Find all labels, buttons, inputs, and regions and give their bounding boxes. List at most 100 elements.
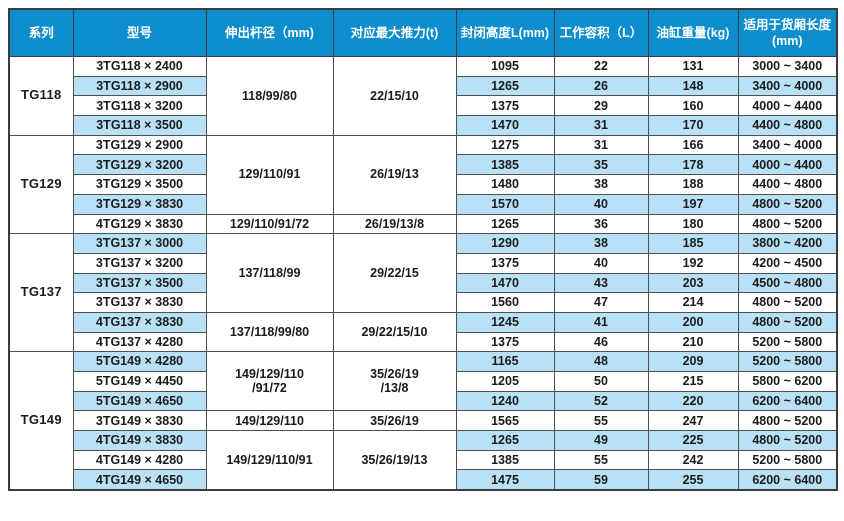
cylinder-weight-cell: 225 bbox=[647, 430, 739, 451]
model-cell: 3TG137 × 3000 bbox=[72, 233, 207, 254]
working-volume-cell: 40 bbox=[553, 252, 649, 274]
cylinder-weight-cell: 215 bbox=[647, 371, 739, 392]
rod-diameter-cell: 129/110/91/72 bbox=[205, 213, 334, 235]
closed-height-cell: 1265 bbox=[455, 75, 555, 97]
cargo-length-cell: 4200 ~ 4500 bbox=[737, 252, 838, 274]
table-row: 3TG149 × 3830 149/129/110 35/26/19 1565 55 24… bbox=[9, 410, 838, 432]
closed-height-cell: 1205 bbox=[455, 371, 555, 392]
table-row: 4TG137 × 4280 1375 46 210 5200 ~ 5800 bbox=[9, 331, 838, 353]
column-header-weight: 油缸重量(kg) bbox=[647, 8, 739, 57]
working-volume-cell: 50 bbox=[553, 371, 649, 392]
table-row: 3TG118 × 2900 1265 26 148 3400 ~ 4000 bbox=[9, 75, 838, 97]
cylinder-weight-cell: 170 bbox=[647, 115, 739, 136]
working-volume-cell: 52 bbox=[553, 390, 649, 412]
table-row: TG129 3TG129 × 2900 129/110/91 26/19/13 1275… bbox=[8, 134, 838, 235]
rod-diameter-cell: 149/129/110 bbox=[205, 410, 334, 432]
table-row: 3TG137 × 3200 1375 40 192 4200 ~ 4500 bbox=[9, 252, 838, 274]
table-row: 5TG149 × 4450 1205 50 215 5800 ~ 6200 bbox=[9, 371, 838, 392]
model-cell: 4TG149 × 4280 bbox=[72, 449, 207, 471]
working-volume-cell: 41 bbox=[553, 311, 649, 333]
max-thrust-cell: 35/26/19 bbox=[332, 410, 457, 432]
working-volume-cell: 43 bbox=[553, 272, 649, 294]
cylinder-weight-cell: 210 bbox=[647, 331, 739, 353]
closed-height-cell: 1265 bbox=[455, 213, 555, 235]
closed-height-cell: 1565 bbox=[455, 410, 555, 432]
cargo-length-cell: 3400 ~ 4000 bbox=[737, 134, 838, 156]
table-row: 3TG129 × 3830 1570 40 197 4800 ~ 5200 bbox=[9, 193, 838, 215]
spec-table: 系列 型号 伸出杆径（mm) 对应最大推力(t) 封闭高度L(mm) 工作容积（L） 油缸重… bbox=[8, 8, 838, 492]
max-thrust-cell: 26/19/13 bbox=[332, 134, 457, 215]
model-cell: 3TG118 × 3200 bbox=[72, 95, 207, 117]
closed-height-cell: 1375 bbox=[455, 95, 555, 117]
column-header-length: 适用于货厢长度 (mm) bbox=[737, 8, 838, 57]
rod-diameter-cell: 149/129/110 /91/72 bbox=[205, 351, 334, 412]
rod-diameter-cell: 149/129/110/91 bbox=[205, 430, 334, 491]
table-row: 4TG149 × 3830 149/129/110/91 35/26/19/13 12… bbox=[9, 430, 838, 491]
working-volume-cell: 49 bbox=[553, 430, 649, 451]
model-cell: 4TG137 × 4280 bbox=[72, 331, 207, 353]
model-cell: 3TG129 × 2900 bbox=[72, 134, 207, 156]
closed-height-cell: 1375 bbox=[455, 252, 555, 274]
table-row: 4TG137 × 3830 137/118/99/80 29/22/15/10 124… bbox=[9, 311, 838, 353]
column-header-series: 系列 bbox=[8, 8, 74, 57]
cylinder-weight-cell: 247 bbox=[647, 410, 739, 432]
cylinder-weight-cell: 214 bbox=[647, 292, 739, 313]
working-volume-cell: 35 bbox=[553, 154, 649, 176]
working-volume-cell: 40 bbox=[553, 193, 649, 215]
cylinder-weight-cell: 166 bbox=[647, 134, 739, 156]
model-cell: 3TG137 × 3830 bbox=[72, 292, 207, 313]
closed-height-cell: 1470 bbox=[455, 272, 555, 294]
closed-height-cell: 1290 bbox=[455, 233, 555, 254]
closed-height-cell: 1265 bbox=[455, 430, 555, 451]
cylinder-weight-cell: 197 bbox=[647, 193, 739, 215]
model-cell: 3TG137 × 3200 bbox=[72, 252, 207, 274]
rod-diameter-cell: 129/110/91 bbox=[205, 134, 334, 215]
table-row: 3TG137 × 3500 1470 43 203 4500 ~ 4800 bbox=[9, 272, 838, 294]
working-volume-cell: 47 bbox=[553, 292, 649, 313]
cylinder-weight-cell: 209 bbox=[647, 351, 739, 372]
table-row: 3TG118 × 3200 1375 29 160 4000 ~ 4400 bbox=[9, 95, 838, 117]
cylinder-weight-cell: 131 bbox=[647, 56, 739, 77]
working-volume-cell: 31 bbox=[553, 134, 649, 156]
working-volume-cell: 29 bbox=[553, 95, 649, 117]
max-thrust-cell: 29/22/15/10 bbox=[332, 311, 457, 353]
cylinder-weight-cell: 203 bbox=[647, 272, 739, 294]
table-row: 4TG129 × 3830 129/110/91/72 26/19/13/8 1265… bbox=[9, 213, 838, 235]
working-volume-cell: 36 bbox=[553, 213, 649, 235]
model-cell: 5TG149 × 4650 bbox=[72, 390, 207, 412]
cargo-length-cell: 4500 ~ 4800 bbox=[737, 272, 838, 294]
model-cell: 4TG129 × 3830 bbox=[72, 213, 207, 235]
series-cell: TG129 bbox=[8, 134, 74, 235]
closed-height-cell: 1375 bbox=[455, 331, 555, 353]
table-row: 3TG129 × 3500 1480 38 188 4400 ~ 4800 bbox=[9, 174, 838, 195]
rod-diameter-cell: 118/99/80 bbox=[205, 56, 334, 136]
working-volume-cell: 31 bbox=[553, 115, 649, 136]
closed-height-cell: 1480 bbox=[455, 174, 555, 195]
closed-height-cell: 1275 bbox=[455, 134, 555, 156]
series-cell: TG118 bbox=[8, 56, 74, 136]
closed-height-cell: 1245 bbox=[455, 311, 555, 333]
cylinder-weight-cell: 185 bbox=[647, 233, 739, 254]
table-row: 3TG129 × 3200 1385 35 178 4000 ~ 4400 bbox=[9, 154, 838, 176]
cargo-length-cell: 4800 ~ 5200 bbox=[737, 410, 838, 432]
cargo-length-cell: 4400 ~ 4800 bbox=[737, 174, 838, 195]
model-cell: 5TG149 × 4450 bbox=[72, 371, 207, 392]
table-row: 5TG149 × 4650 1240 52 220 6200 ~ 6400 bbox=[9, 390, 838, 412]
working-volume-cell: 48 bbox=[553, 351, 649, 372]
column-header-height: 封闭高度L(mm) bbox=[455, 8, 555, 57]
spec-table-header: 系列 型号 伸出杆径（mm) 对应最大推力(t) 封闭高度L(mm) 工作容积（L） 油缸重… bbox=[8, 8, 838, 57]
model-cell: 3TG118 × 2900 bbox=[72, 75, 207, 97]
max-thrust-cell: 35/26/19/13 bbox=[332, 430, 457, 491]
working-volume-cell: 38 bbox=[553, 233, 649, 254]
max-thrust-cell: 22/15/10 bbox=[332, 56, 457, 136]
cargo-length-cell: 5200 ~ 5800 bbox=[737, 351, 838, 372]
cylinder-weight-cell: 160 bbox=[647, 95, 739, 117]
cargo-length-cell: 4000 ~ 4400 bbox=[737, 154, 838, 176]
cargo-length-cell: 6200 ~ 6400 bbox=[737, 469, 838, 491]
table-row: 4TG149 × 4650 1475 59 255 6200 ~ 6400 bbox=[9, 469, 838, 491]
closed-height-cell: 1470 bbox=[455, 115, 555, 136]
model-cell: 5TG149 × 4280 bbox=[72, 351, 207, 372]
cargo-length-cell: 4000 ~ 4400 bbox=[737, 95, 838, 117]
series-cell: TG137 bbox=[8, 233, 74, 353]
cylinder-weight-cell: 178 bbox=[647, 154, 739, 176]
